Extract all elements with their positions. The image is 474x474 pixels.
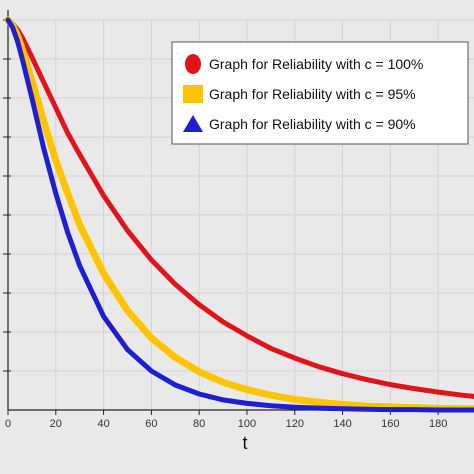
x-tick-label: 100	[238, 418, 256, 430]
legend-square-marker	[183, 85, 203, 103]
legend-label-2: Graph for Reliability with c = 95%	[209, 86, 416, 102]
series-line-2	[4, 16, 474, 413]
legend-items: Graph for Reliability with c = 100% Graph…	[183, 54, 423, 132]
y-tick-marks	[3, 19, 11, 372]
series-line-1	[5, 17, 474, 399]
x-tick-label: 140	[333, 418, 351, 430]
series-line-3	[5, 17, 474, 413]
legend-label-1: Graph for Reliability with c = 100%	[209, 56, 423, 72]
x-tick-label: 0	[5, 418, 11, 430]
legend-box	[171, 41, 469, 145]
x-tick-label: 180	[429, 418, 447, 430]
x-tick-label: 60	[145, 418, 157, 430]
x-tick-label: 160	[381, 418, 399, 430]
legend-triangle-marker	[183, 115, 203, 132]
x-tick-label: 40	[97, 418, 109, 430]
series-lines	[4, 16, 474, 413]
x-tick-label: 80	[193, 418, 205, 430]
x-axis-title: t	[242, 433, 247, 453]
legend-label-3: Graph for Reliability with c = 90%	[209, 116, 416, 132]
legend-circle-marker	[185, 54, 201, 74]
x-tick-label: 120	[286, 418, 304, 430]
x-tick-label: 20	[50, 418, 62, 430]
legend: Graph for Reliability with c = 100% Graph…	[171, 41, 469, 145]
x-tick-labels: 0 20 40 60 80 100 120 140 160 180	[5, 410, 447, 430]
